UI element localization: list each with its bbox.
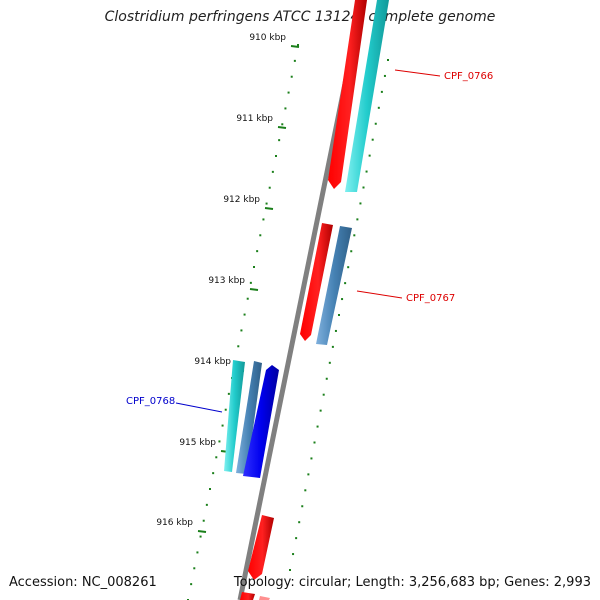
tick-label: 910 kbp: [249, 33, 286, 43]
tick-label: 915 kbp: [179, 438, 216, 448]
gene-label-cpf-0767[interactable]: CPF_0767: [406, 293, 455, 304]
gene-pink-bottom[interactable]: [259, 596, 270, 600]
tick-ring-inner: [187, 44, 299, 600]
accession-text: Accession: NC_008261: [9, 575, 157, 590]
gene-cpf-0768[interactable]: [224, 360, 245, 472]
major-tick: [264, 207, 274, 210]
gene-cpf-0767-neighbor[interactable]: [316, 226, 352, 345]
major-tick: [249, 288, 259, 291]
leader-cpf-0767: [356, 290, 403, 299]
gene-cpf-0766[interactable]: [328, 0, 367, 189]
gene-cpf-0767[interactable]: [300, 223, 333, 341]
gene-label-cpf-0766[interactable]: CPF_0766: [444, 71, 493, 82]
tick-label: 916 kbp: [156, 518, 193, 528]
tick-label: 911 kbp: [236, 114, 273, 124]
major-tick: [197, 530, 207, 533]
tick-ring-outer: [289, 59, 389, 571]
gene-cpf-0766-neighbor[interactable]: [345, 0, 389, 192]
tick-label: 913 kbp: [208, 276, 245, 286]
leader-cpf-0766: [394, 69, 441, 77]
map-title: Clostridium perfringens ATCC 13124, comp…: [104, 9, 496, 25]
tick-label: 912 kbp: [223, 195, 260, 205]
gene-red-lower[interactable]: [248, 515, 274, 580]
major-tick: [277, 126, 287, 129]
gene-blue[interactable]: [243, 365, 279, 478]
gene-label-cpf-0768[interactable]: CPF_0768: [126, 396, 175, 407]
leader-cpf-0768: [175, 402, 223, 413]
gene-red-bottom[interactable]: [240, 592, 255, 600]
major-tick: [290, 45, 300, 48]
tick-label: 914 kbp: [194, 357, 231, 367]
gene-cpf-0768-neighbor[interactable]: [236, 361, 262, 474]
genome-summary-text: Topology: circular; Length: 3,256,683 bp…: [233, 575, 591, 590]
